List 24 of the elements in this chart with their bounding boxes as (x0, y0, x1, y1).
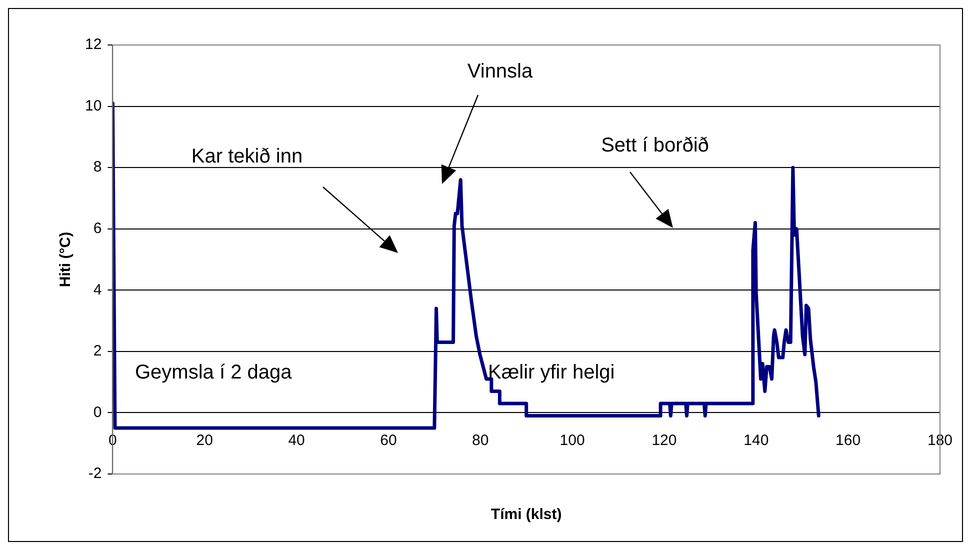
y-axis-title: Hiti (°C) (57, 232, 74, 288)
y-tick-label: 10 (84, 97, 102, 114)
annotation: Sett í borðið (601, 134, 709, 157)
x-tick-label: 140 (744, 432, 769, 449)
annotation: Vinnsla (467, 60, 534, 83)
y-tick-label: 4 (93, 281, 102, 298)
y-tick-label: 8 (93, 158, 102, 176)
annotation: Kælir yfir helgi (488, 362, 615, 384)
y-tick-label: 6 (93, 220, 102, 237)
y-tick-label: 12 (84, 36, 102, 54)
x-tick-label: 120 (652, 432, 677, 449)
y-tick-label: 2 (93, 342, 102, 360)
x-tick-label: 180 (927, 432, 953, 449)
annotation: Geymsla í 2 daga (135, 362, 293, 384)
x-tick-label: 80 (472, 432, 489, 449)
x-tick-label: 60 (380, 432, 397, 449)
x-axis-title: Tími (klst) (490, 506, 562, 524)
annotation: Kar tekið inn (191, 146, 303, 168)
x-tick-label: 100 (560, 432, 585, 449)
x-tick-label: 160 (836, 432, 861, 449)
x-tick-label: 40 (288, 432, 305, 449)
y-tick-label: 0 (93, 404, 102, 421)
x-tick-label: 20 (196, 432, 213, 449)
y-tick-label: -2 (88, 465, 102, 482)
